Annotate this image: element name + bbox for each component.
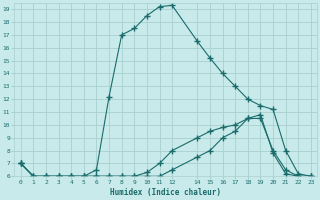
X-axis label: Humidex (Indice chaleur): Humidex (Indice chaleur) [110,188,221,197]
